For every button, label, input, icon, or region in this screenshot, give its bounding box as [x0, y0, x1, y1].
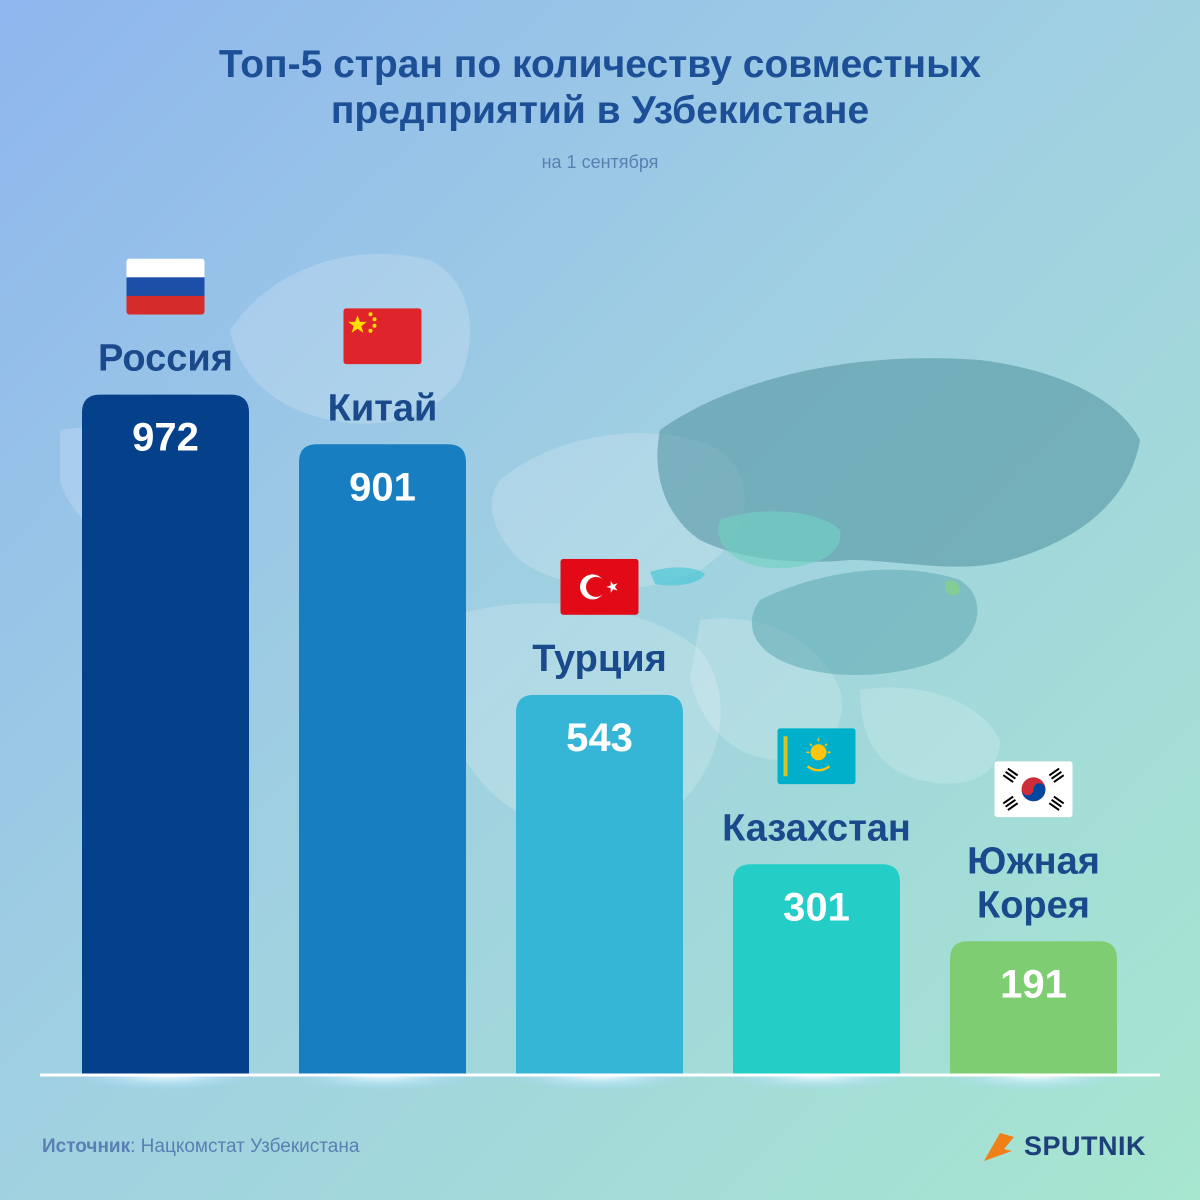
value-label: 972 — [132, 416, 199, 460]
value-label: 901 — [349, 465, 416, 509]
bar-south-korea — [950, 941, 1117, 1075]
china-flag-icon — [343, 308, 422, 365]
title-line-2: предприятий в Узбекистане — [330, 89, 870, 132]
source-text: : Нацкомстат Узбекистана — [130, 1136, 360, 1157]
sputnik-logo-icon — [984, 1133, 1014, 1161]
category-label: Турция — [532, 638, 667, 680]
category-label: Корея — [977, 884, 1090, 926]
bar-turkey — [516, 694, 683, 1075]
bar-china — [299, 444, 466, 1075]
page-subtitle: на 1 сентября — [541, 152, 659, 172]
turkey-flag-icon — [560, 558, 639, 615]
category-label: Китай — [328, 387, 438, 429]
source-note: Источник: Нацкомстат Узбекистана — [42, 1136, 359, 1158]
title-line-1: Топ-5 стран по количеству совместных — [218, 43, 982, 86]
logo-text: SPUTNIK — [1024, 1130, 1147, 1161]
source-label: Источник — [42, 1136, 131, 1157]
page-title: Топ-5 стран по количеству совместных пре… — [0, 42, 1200, 134]
value-label: 301 — [783, 885, 850, 929]
south-korea-flag-icon — [994, 761, 1073, 818]
bar-kazakhstan — [733, 864, 900, 1075]
category-label: Россия — [98, 338, 233, 380]
sputnik-logo: SPUTNIK — [980, 1124, 1170, 1168]
bar-russia — [82, 394, 249, 1076]
category-label: Казахстан — [722, 807, 911, 849]
russia-flag-icon — [126, 258, 205, 315]
category-label: Южная — [967, 840, 1100, 882]
value-label: 191 — [1000, 962, 1067, 1006]
value-label: 543 — [566, 716, 633, 760]
kazakhstan-flag-icon — [777, 728, 856, 785]
